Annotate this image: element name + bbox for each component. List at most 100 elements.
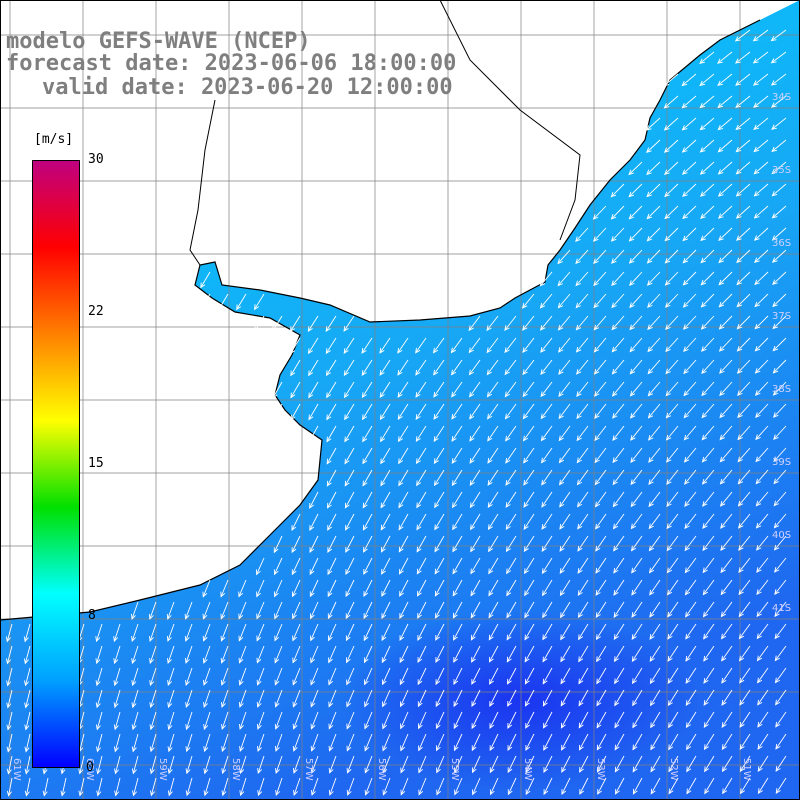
lat-label: 38S	[772, 384, 791, 395]
wind-arrow-head	[667, 700, 673, 707]
wind-arrow	[203, 623, 211, 641]
wind-arrow-head	[612, 501, 618, 508]
wind-arrow-head	[720, 523, 726, 529]
wind-arrow-head	[736, 301, 743, 308]
wind-arrow-head	[221, 746, 227, 753]
wind-arrow	[25, 755, 31, 774]
wind-arrow	[772, 337, 787, 352]
wind-arrow	[757, 755, 769, 772]
wind-arrow-head	[703, 700, 709, 706]
wind-arrow-head	[594, 457, 600, 464]
wind-arrow-head	[614, 700, 620, 707]
wind-arrow-head	[290, 348, 296, 355]
wind-arrow-head	[754, 301, 760, 308]
wind-arrow	[575, 271, 589, 286]
wind-arrow	[613, 513, 625, 529]
wind-arrow-head	[701, 412, 707, 419]
wind-arrow	[327, 579, 337, 597]
wind-arrow	[719, 403, 733, 418]
wind-arrow-head	[361, 348, 367, 354]
wind-arrow-head	[167, 702, 173, 709]
wind-arrow-head	[559, 546, 565, 552]
wind-arrow	[436, 733, 445, 751]
wind-arrow	[719, 425, 733, 440]
wind-arrow-head	[275, 790, 281, 797]
wind-arrow	[774, 623, 787, 639]
wind-arrow-head	[398, 568, 404, 575]
wind-arrow	[631, 601, 643, 618]
wind-arrow	[684, 469, 697, 485]
wind-arrow-head	[309, 569, 315, 576]
wind-arrow-head	[631, 589, 637, 596]
wind-arrow-head	[540, 347, 546, 353]
wind-arrow	[703, 601, 715, 617]
wind-arrow	[522, 359, 535, 375]
wind-arrow	[132, 755, 139, 774]
wind-arrow	[737, 447, 751, 462]
wind-arrow	[523, 469, 535, 486]
wind-arrow-head	[737, 434, 743, 441]
wind-arrow	[400, 711, 409, 729]
wind-arrow	[721, 601, 733, 617]
wind-arrow	[596, 711, 607, 728]
wind-arrow-head	[770, 36, 777, 42]
wind-arrow-head	[630, 479, 636, 486]
wind-arrow	[382, 777, 391, 795]
wind-arrow-head	[274, 591, 279, 598]
colorbar-tick-15: 15	[88, 456, 104, 471]
wind-arrow-head	[274, 613, 279, 620]
wind-arrow-head	[773, 544, 780, 551]
wind-arrow	[593, 227, 607, 242]
wind-arrow-head	[489, 789, 495, 796]
wind-arrow	[326, 381, 337, 398]
wind-arrow-head	[344, 414, 350, 421]
wind-arrow	[539, 271, 553, 287]
wind-arrow-head	[560, 612, 566, 619]
wind-arrow-head	[470, 634, 476, 641]
wind-arrow	[256, 645, 265, 663]
wind-arrow-head	[415, 347, 421, 354]
wind-arrow	[722, 755, 733, 772]
wind-arrow-head	[753, 102, 759, 108]
wind-arrow	[452, 535, 463, 552]
wind-arrow	[326, 359, 337, 376]
wind-arrow	[722, 777, 733, 794]
wind-arrow	[576, 337, 589, 353]
wind-arrow-head	[149, 790, 155, 797]
wind-arrow	[667, 557, 679, 573]
wind-arrow-head	[772, 390, 779, 396]
wind-arrow	[507, 755, 517, 773]
wind-arrow	[684, 513, 697, 529]
wind-arrow	[681, 73, 697, 86]
wind-arrow-head	[363, 591, 369, 598]
wind-arrow-head	[775, 721, 781, 728]
wind-arrow-head	[664, 235, 671, 242]
wind-arrow	[381, 579, 391, 597]
wind-arrow-head	[719, 456, 726, 463]
wind-arrow	[7, 667, 13, 686]
wind-arrow-head	[630, 435, 636, 441]
wind-arrow	[239, 667, 247, 686]
wind-arrow	[579, 777, 589, 795]
wind-arrow	[150, 711, 157, 730]
wind-arrow	[238, 579, 247, 597]
wind-arrow	[361, 359, 373, 376]
wind-arrow	[398, 535, 409, 552]
wind-arrow-head	[95, 636, 101, 643]
wind-arrow	[647, 359, 661, 374]
wind-arrow-head	[507, 767, 513, 774]
wind-arrow	[773, 403, 787, 418]
wind-arrow-head	[559, 590, 565, 597]
wind-arrow-head	[576, 435, 582, 442]
wind-arrow	[668, 777, 679, 794]
wind-arrow-head	[612, 413, 618, 419]
wind-arrow	[559, 557, 571, 574]
wind-arrow	[343, 359, 355, 376]
wind-arrow-head	[470, 568, 476, 575]
wind-arrow-head	[681, 147, 688, 153]
wind-arrow-head	[113, 636, 119, 643]
wind-arrow-head	[650, 700, 656, 707]
wind-arrow-head	[325, 326, 331, 332]
wind-arrow	[97, 755, 103, 774]
wind-arrow	[648, 425, 661, 441]
